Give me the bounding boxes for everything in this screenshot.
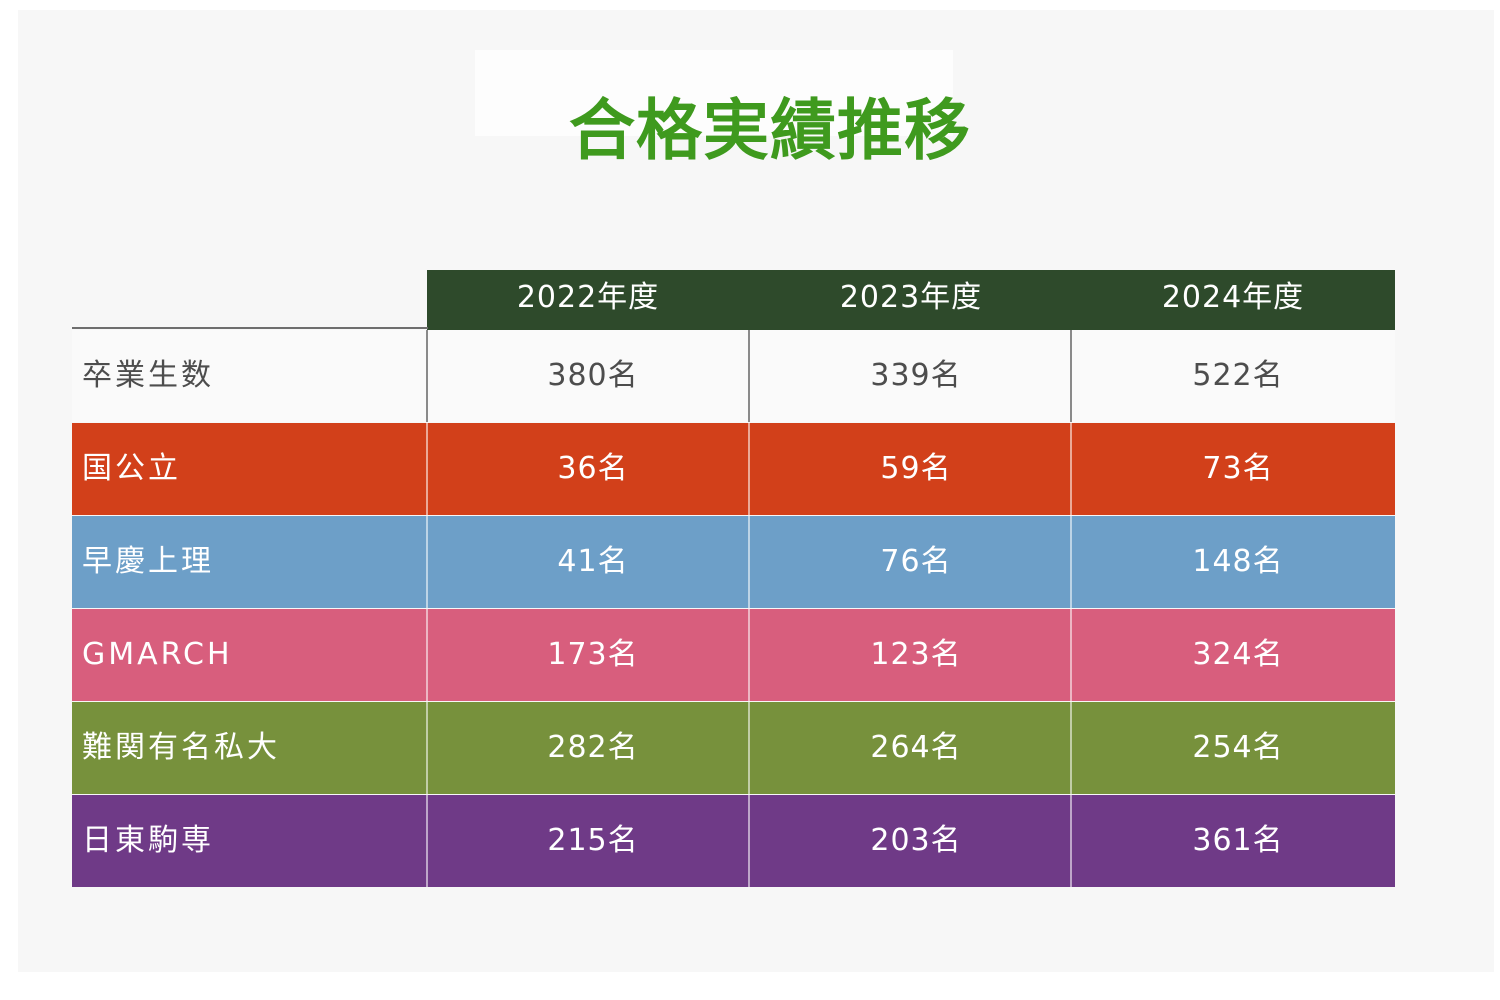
table-row-gmarch: GMARCH 173名 123名 324名 xyxy=(72,609,1395,701)
table-header: 2022年度 2023年度 2024年度 xyxy=(427,270,1395,330)
column-divider xyxy=(426,423,428,515)
table-cell: 361名 xyxy=(1192,823,1284,858)
column-divider xyxy=(426,609,428,701)
table-cell: 282名 xyxy=(547,730,639,765)
column-divider xyxy=(748,423,750,515)
column-divider xyxy=(748,702,750,794)
title-backdrop xyxy=(475,50,953,136)
table-cell: 215名 xyxy=(547,823,639,858)
column-divider xyxy=(1070,609,1072,701)
column-divider xyxy=(426,702,428,794)
column-header-2024: 2024年度 xyxy=(1161,280,1305,315)
table-cell: 324名 xyxy=(1192,637,1284,672)
column-divider xyxy=(1070,423,1072,515)
table-row-nittoukomasen: 日東駒専 215名 203名 361名 xyxy=(72,795,1395,887)
table-cell: 339名 xyxy=(870,358,962,393)
row-label: 国公立 xyxy=(82,451,181,486)
column-header-2022: 2022年度 xyxy=(516,280,660,315)
table-cell: 73名 xyxy=(1202,451,1274,486)
row-label: 卒業生数 xyxy=(82,358,214,393)
table-cell: 36名 xyxy=(557,451,629,486)
column-divider xyxy=(1070,702,1072,794)
table-cell: 76名 xyxy=(880,544,952,579)
column-header-2023: 2023年度 xyxy=(839,280,983,315)
column-divider xyxy=(426,516,428,608)
column-divider xyxy=(1070,330,1072,422)
table-cell: 380名 xyxy=(547,358,639,393)
column-divider xyxy=(748,330,750,422)
row-label: GMARCH xyxy=(82,637,233,672)
column-divider xyxy=(426,795,428,887)
table-cell: 522名 xyxy=(1192,358,1284,393)
column-divider xyxy=(1070,516,1072,608)
table-cell: 264名 xyxy=(870,730,962,765)
table-row-difficult-private: 難関有名私大 282名 264名 254名 xyxy=(72,702,1395,794)
table-row-national-public: 国公立 36名 59名 73名 xyxy=(72,423,1395,515)
table-cell: 41名 xyxy=(557,544,629,579)
header-divider xyxy=(72,327,428,329)
row-label: 日東駒専 xyxy=(82,823,214,858)
column-divider xyxy=(748,609,750,701)
table-cell: 123名 xyxy=(870,637,962,672)
column-divider xyxy=(748,516,750,608)
table-row-graduates: 卒業生数 380名 339名 522名 xyxy=(72,330,1395,422)
row-label: 早慶上理 xyxy=(82,544,214,579)
table-cell: 254名 xyxy=(1192,730,1284,765)
column-divider xyxy=(426,330,428,422)
column-divider xyxy=(748,795,750,887)
table-cell: 148名 xyxy=(1192,544,1284,579)
table-cell: 59名 xyxy=(880,451,952,486)
column-divider xyxy=(1070,795,1072,887)
table-cell: 173名 xyxy=(547,637,639,672)
row-label: 難関有名私大 xyxy=(82,730,280,765)
table-cell: 203名 xyxy=(870,823,962,858)
page-title: 合格実績推移 xyxy=(569,92,971,169)
table-row-soukei-jouri: 早慶上理 41名 76名 148名 xyxy=(72,516,1395,608)
